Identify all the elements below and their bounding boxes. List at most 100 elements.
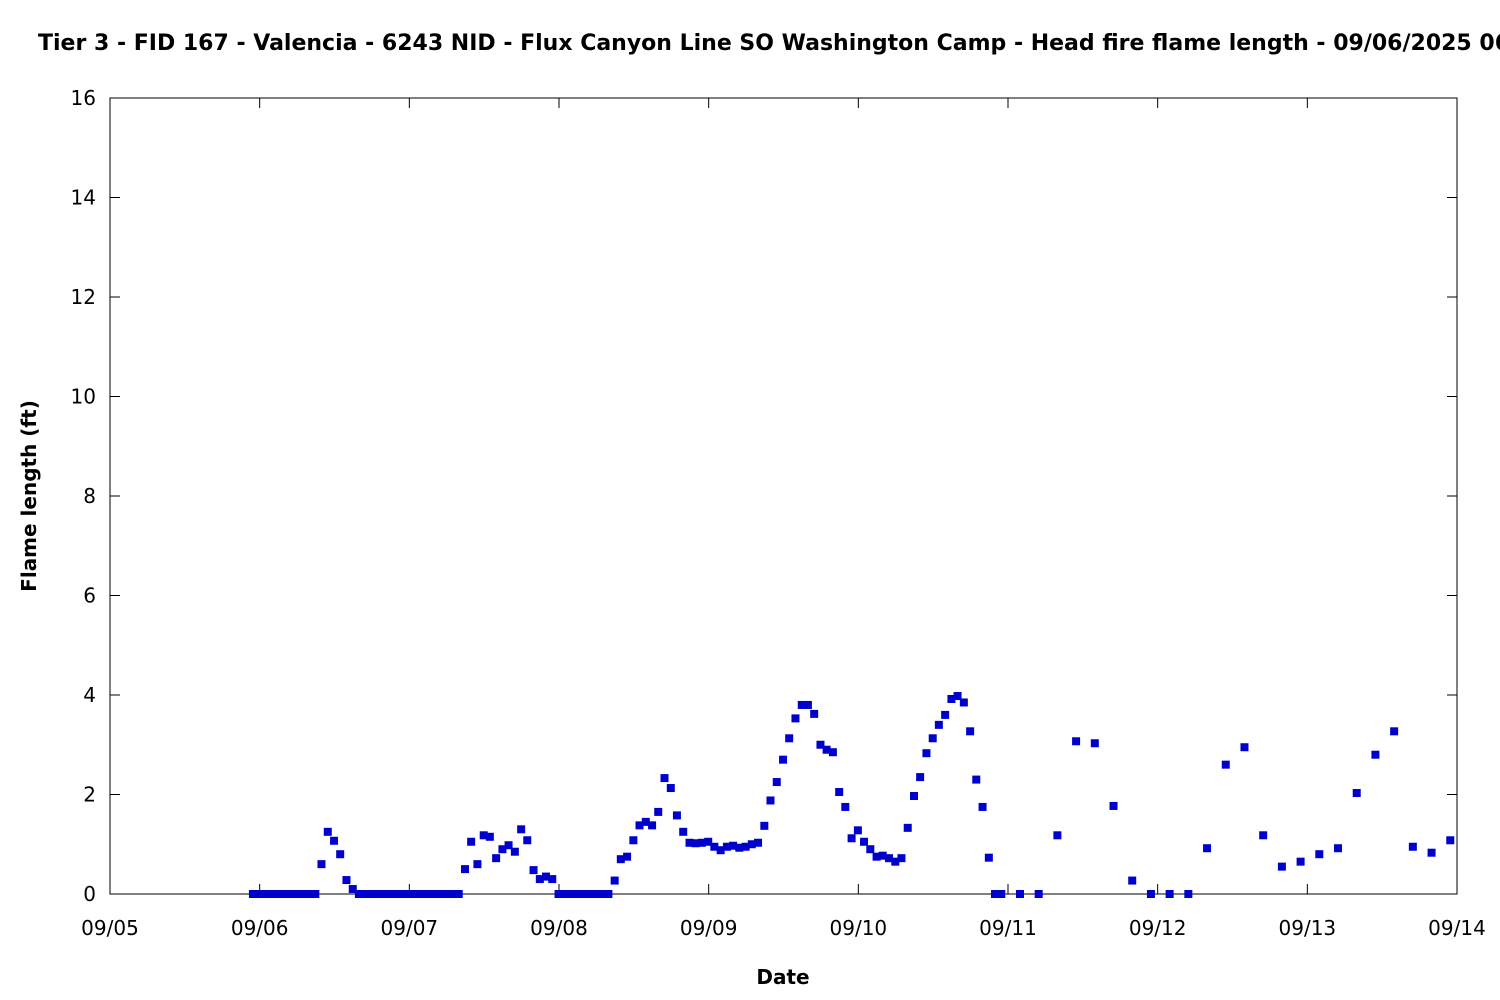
- x-tick-label: 09/10: [830, 916, 888, 940]
- data-point: [897, 854, 906, 863]
- data-point: [916, 773, 925, 782]
- x-tick-label: 09/11: [979, 916, 1037, 940]
- data-point: [1109, 801, 1118, 810]
- data-point: [741, 842, 750, 851]
- data-point: [729, 841, 738, 850]
- data-point: [766, 796, 775, 805]
- data-point: [878, 851, 887, 860]
- data-point: [305, 890, 314, 898]
- data-point: [479, 831, 488, 840]
- data-point: [791, 714, 800, 723]
- data-point: [585, 890, 594, 898]
- data-point: [342, 876, 351, 885]
- data-point: [1053, 831, 1062, 840]
- x-tick-label: 09/07: [381, 916, 439, 940]
- data-point: [860, 837, 869, 846]
- data-point: [1240, 743, 1249, 752]
- data-point: [1315, 850, 1324, 859]
- data-point: [323, 827, 332, 836]
- data-point: [273, 890, 282, 898]
- y-tick-label: 12: [71, 285, 96, 309]
- data-point: [361, 890, 370, 898]
- data-point: [891, 857, 900, 866]
- data-point: [317, 860, 326, 869]
- data-point: [1203, 844, 1212, 853]
- data-point: [629, 836, 638, 845]
- data-point: [436, 890, 445, 898]
- data-point: [1371, 750, 1380, 759]
- data-point: [941, 710, 950, 719]
- data-point: [473, 860, 482, 869]
- data-point: [666, 784, 675, 793]
- data-point: [311, 890, 320, 898]
- y-tick-label: 16: [71, 86, 96, 110]
- data-point: [348, 885, 357, 894]
- data-point: [1221, 760, 1230, 769]
- data-point: [517, 825, 526, 834]
- data-point: [1334, 844, 1343, 853]
- data-point: [1146, 890, 1155, 898]
- data-point: [1034, 890, 1043, 898]
- y-tick-label: 10: [71, 385, 96, 409]
- data-point: [841, 802, 850, 811]
- data-point: [529, 866, 538, 875]
- data-point: [685, 838, 694, 847]
- data-point: [523, 836, 532, 845]
- data-point: [330, 836, 339, 845]
- data-point: [648, 821, 657, 830]
- data-point: [816, 740, 825, 749]
- data-point: [386, 890, 395, 898]
- data-point: [423, 890, 432, 898]
- data-point: [754, 838, 763, 847]
- data-point: [660, 774, 669, 783]
- data-point: [635, 821, 644, 830]
- plot-frame: [109, 97, 1458, 895]
- y-tick-label: 0: [83, 882, 96, 906]
- data-point: [910, 791, 919, 800]
- data-point: [990, 890, 999, 898]
- data-point: [903, 823, 912, 832]
- data-point: [292, 890, 301, 898]
- data-point: [566, 890, 575, 898]
- x-tick-label: 09/08: [530, 916, 588, 940]
- data-point: [461, 865, 470, 874]
- chart-title: Tier 3 - FID 167 - Valencia - 6243 NID -…: [38, 31, 1500, 56]
- data-point: [654, 807, 663, 816]
- data-point: [747, 840, 756, 849]
- data-point: [966, 727, 975, 736]
- data-point: [404, 890, 413, 898]
- data-point: [1165, 890, 1174, 898]
- data-point: [379, 890, 388, 898]
- y-tick-label: 6: [83, 584, 96, 608]
- data-point: [835, 788, 844, 797]
- data-point: [735, 843, 744, 852]
- x-tick-label: 09/14: [1428, 916, 1486, 940]
- data-point: [535, 875, 544, 884]
- data-point: [1090, 739, 1099, 748]
- data-point: [354, 890, 363, 898]
- data-point: [691, 839, 700, 848]
- data-point: [1408, 842, 1417, 851]
- data-point: [373, 890, 382, 898]
- data-point: [1390, 727, 1399, 736]
- data-point: [554, 890, 563, 898]
- data-point: [280, 890, 289, 898]
- data-point: [779, 755, 788, 764]
- y-tick-label: 4: [83, 683, 96, 707]
- data-point: [803, 700, 812, 709]
- data-point: [885, 854, 894, 863]
- data-point: [722, 842, 731, 851]
- data-point: [997, 890, 1006, 898]
- data-point: [760, 821, 769, 830]
- data-point: [591, 890, 600, 898]
- data-point: [261, 890, 270, 898]
- data-point: [604, 890, 613, 898]
- data-point: [872, 852, 881, 861]
- data-point: [560, 890, 569, 898]
- data-point: [928, 734, 937, 743]
- data-point: [336, 850, 345, 859]
- data-point: [541, 872, 550, 881]
- y-tick-label: 2: [83, 783, 96, 807]
- x-axis-label: Date: [756, 965, 809, 989]
- data-point: [598, 890, 607, 898]
